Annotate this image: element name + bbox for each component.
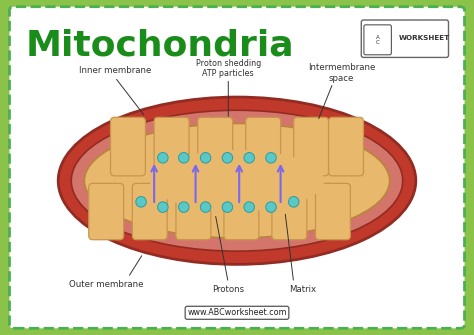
Text: www.ABCworksheet.com: www.ABCworksheet.com (187, 308, 287, 317)
Circle shape (179, 152, 189, 163)
FancyBboxPatch shape (364, 25, 392, 55)
Text: Protons: Protons (212, 285, 244, 294)
Ellipse shape (84, 124, 390, 238)
Circle shape (289, 197, 299, 207)
FancyBboxPatch shape (294, 117, 328, 176)
FancyBboxPatch shape (154, 117, 189, 176)
Text: Mitochondria: Mitochondria (26, 29, 294, 63)
Circle shape (179, 202, 189, 212)
Ellipse shape (58, 97, 416, 264)
FancyBboxPatch shape (361, 20, 448, 57)
Circle shape (266, 202, 276, 212)
FancyBboxPatch shape (132, 183, 167, 240)
Circle shape (244, 202, 255, 212)
FancyBboxPatch shape (110, 117, 146, 176)
Text: Outer membrane: Outer membrane (69, 280, 144, 289)
Text: Proton shedding
ATP particles: Proton shedding ATP particles (196, 59, 261, 78)
Circle shape (136, 197, 146, 207)
FancyBboxPatch shape (89, 183, 124, 240)
Text: Intermembrane
space: Intermembrane space (308, 63, 375, 82)
Text: Matrix: Matrix (289, 285, 316, 294)
FancyBboxPatch shape (316, 183, 350, 240)
Circle shape (201, 202, 211, 212)
Ellipse shape (150, 150, 324, 211)
FancyBboxPatch shape (224, 183, 259, 240)
FancyBboxPatch shape (272, 183, 307, 240)
FancyBboxPatch shape (328, 117, 364, 176)
FancyBboxPatch shape (198, 117, 233, 176)
FancyBboxPatch shape (246, 117, 281, 176)
Circle shape (201, 152, 211, 163)
Circle shape (222, 152, 233, 163)
Circle shape (266, 152, 276, 163)
Text: A
C: A C (375, 35, 379, 45)
Circle shape (244, 152, 255, 163)
Circle shape (222, 202, 233, 212)
Ellipse shape (71, 110, 403, 251)
Text: Inner membrane: Inner membrane (79, 66, 151, 75)
Circle shape (158, 152, 168, 163)
Circle shape (158, 202, 168, 212)
Text: WORKSHEET: WORKSHEET (399, 36, 450, 42)
FancyBboxPatch shape (176, 183, 211, 240)
